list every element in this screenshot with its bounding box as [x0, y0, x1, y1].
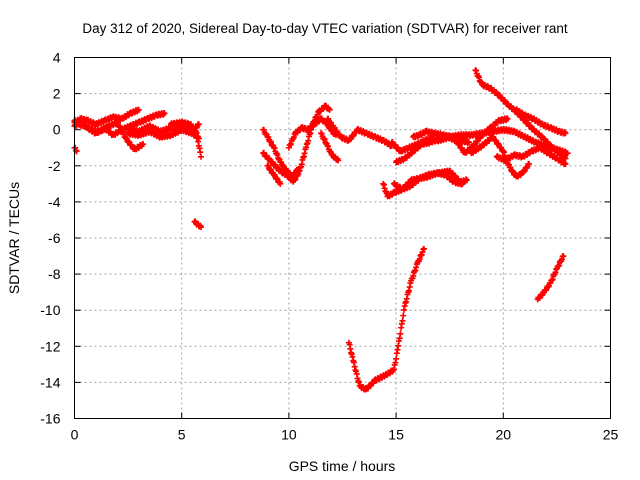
data-point — [197, 153, 204, 160]
x-tick-label: 0 — [71, 427, 79, 443]
grid-layer — [74, 57, 611, 419]
data-point — [393, 355, 400, 362]
x-tick-label: 15 — [388, 427, 404, 443]
y-tick-label: 2 — [53, 86, 61, 102]
x-tick-label: 10 — [281, 427, 297, 443]
series-arc-w — [380, 167, 470, 200]
data-point — [161, 110, 168, 117]
y-tick-label: -14 — [40, 374, 60, 390]
series-arc-j — [260, 126, 301, 180]
y-tick-label: -10 — [40, 302, 60, 318]
y-tick-label: -16 — [40, 411, 60, 427]
y-tick-label: 4 — [53, 50, 61, 66]
data-point — [564, 150, 571, 157]
series-arc-x — [345, 245, 427, 393]
chart-title: Day 312 of 2020, Sidereal Day-to-day VTE… — [82, 21, 567, 36]
data-point — [400, 312, 407, 319]
data-point — [277, 180, 284, 187]
series-arc-h — [191, 218, 204, 231]
y-tick-label: -8 — [48, 266, 61, 282]
series-arc-n — [318, 130, 342, 164]
data-point — [195, 121, 202, 128]
x-tick-label: 25 — [603, 427, 619, 443]
data-point — [465, 139, 472, 146]
data-point — [335, 157, 342, 164]
x-tick-label: 20 — [496, 427, 512, 443]
data-point — [463, 177, 470, 184]
tick-layer: 0 5 10 15 20 25 -16 -14 -12 -10 -8 -6 -4 -2 0 2 4 — [40, 50, 618, 443]
data-point — [326, 106, 333, 113]
data-point — [135, 106, 142, 113]
data-point — [562, 160, 569, 167]
data-point — [294, 166, 301, 173]
series-arc-l — [285, 115, 340, 151]
y-axis-label: SDTVAR / TECUs — [6, 182, 22, 294]
y-tick-label: 0 — [53, 122, 61, 138]
x-tick-label: 5 — [178, 427, 186, 443]
y-tick-label: -4 — [48, 194, 61, 210]
series-arc-c — [71, 117, 147, 153]
y-tick-label: -2 — [48, 158, 61, 174]
data-point — [399, 317, 406, 324]
data-point — [504, 115, 511, 122]
series-arc-i — [260, 102, 333, 185]
data-point — [526, 160, 533, 167]
series-arc-r — [493, 144, 569, 168]
series-arc-f — [167, 118, 204, 160]
data-point — [562, 130, 569, 137]
series-arc-g — [71, 144, 80, 155]
data-point — [397, 330, 404, 337]
x-axis-label: GPS time / hours — [289, 458, 396, 474]
series-arc-y — [534, 253, 567, 303]
data-point — [140, 141, 147, 148]
series-arc-u — [410, 127, 472, 147]
series-arc-k — [264, 162, 284, 187]
data-point — [197, 224, 204, 231]
data-point — [194, 133, 201, 140]
series-arc-e — [125, 125, 202, 142]
series-arc-q — [468, 133, 533, 180]
data-layer — [71, 67, 571, 393]
y-tick-label: -12 — [40, 338, 60, 354]
data-point — [562, 155, 569, 162]
series-arc-t — [513, 106, 569, 137]
data-point — [420, 245, 427, 252]
data-point — [560, 253, 567, 260]
series-arc-m — [324, 115, 395, 150]
y-tick-label: -6 — [48, 230, 61, 246]
